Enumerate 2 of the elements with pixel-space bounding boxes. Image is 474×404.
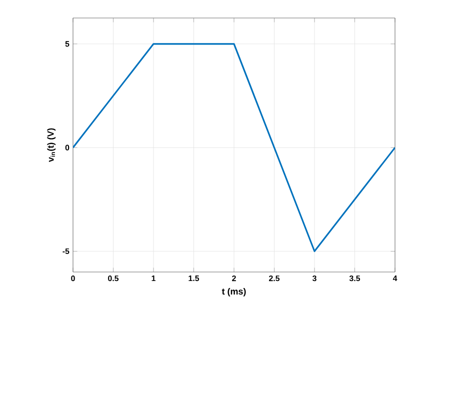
x-axis-title: t (ms) [222, 288, 246, 296]
y-axis-title: v$_{in}$(t) (V) [47, 128, 56, 162]
